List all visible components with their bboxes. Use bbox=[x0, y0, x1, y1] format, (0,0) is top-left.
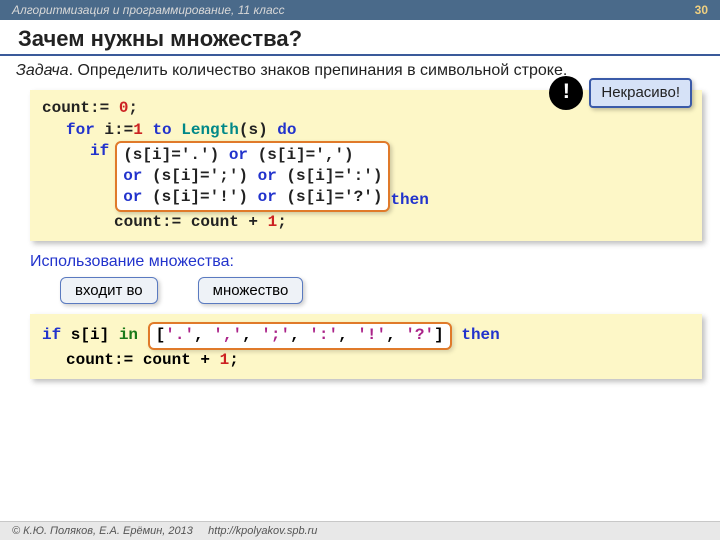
kw-to: to bbox=[152, 121, 171, 139]
set-val: '?' bbox=[405, 326, 434, 344]
code-text: count:= bbox=[42, 99, 119, 117]
header-bar: Алгоритмизация и программирование, 11 кл… bbox=[0, 0, 720, 20]
subsection-heading: Использование множества: bbox=[0, 249, 720, 273]
code-text bbox=[143, 121, 153, 139]
kw-or: or bbox=[229, 146, 248, 164]
task-label: Задача bbox=[16, 62, 69, 79]
callout: ! Некрасиво! bbox=[549, 76, 692, 110]
code-text: , bbox=[194, 326, 213, 344]
kw-then: then bbox=[390, 191, 428, 209]
kw-or: or bbox=[258, 167, 277, 185]
footer-copyright: © К.Ю. Поляков, Е.А. Ерёмин, 2013 bbox=[12, 525, 193, 537]
chip-in: входит во bbox=[60, 277, 158, 304]
code-text: (s[i]=';') bbox=[142, 167, 257, 185]
page-number: 30 bbox=[695, 3, 708, 17]
set-val: '.' bbox=[165, 326, 194, 344]
set-val: ',' bbox=[213, 326, 242, 344]
callout-label: Некрасиво! bbox=[589, 78, 692, 108]
kw-then: then bbox=[452, 326, 500, 344]
code-text bbox=[138, 326, 148, 344]
code-text: count:= count + bbox=[66, 351, 220, 369]
set-val: ':' bbox=[309, 326, 338, 344]
code-text: count:= count + bbox=[114, 213, 268, 231]
kw-in: in bbox=[119, 326, 138, 344]
kw-if: if bbox=[42, 326, 61, 344]
code-text: ; bbox=[277, 213, 287, 231]
code-block-2: if s[i] in ['.', ',', ';', ':', '!', '?'… bbox=[30, 314, 702, 379]
code-text: ] bbox=[434, 326, 444, 344]
code-num: 0 bbox=[119, 99, 129, 117]
kw-for: for bbox=[66, 121, 95, 139]
condition-box: (s[i]='.') or (s[i]=',') or (s[i]=';') o… bbox=[115, 141, 390, 211]
code-text: (s[i]='!') bbox=[142, 188, 257, 206]
code-text: , bbox=[242, 326, 261, 344]
code-text: ; bbox=[128, 99, 138, 117]
code-text: [ bbox=[156, 326, 166, 344]
page-title: Зачем нужны множества? bbox=[18, 26, 702, 52]
code-text: ; bbox=[229, 351, 239, 369]
set-literal-box: ['.', ',', ';', ':', '!', '?'] bbox=[148, 322, 452, 350]
breadcrumb: Алгоритмизация и программирование, 11 кл… bbox=[12, 3, 285, 17]
code-num: 1 bbox=[133, 121, 143, 139]
code-text: , bbox=[338, 326, 357, 344]
code-block-1: ! Некрасиво! count:= 0; for i:=1 to Leng… bbox=[30, 90, 702, 241]
footer-url: http://kpolyakov.spb.ru bbox=[208, 525, 317, 537]
code-text: s[i] bbox=[61, 326, 119, 344]
code-num: 1 bbox=[268, 213, 278, 231]
fn-length: Length bbox=[181, 121, 239, 139]
task-body: . Определить количество знаков препинани… bbox=[69, 62, 568, 79]
code-text bbox=[172, 121, 182, 139]
exclamation-icon: ! bbox=[549, 76, 583, 110]
code-text: i:= bbox=[95, 121, 133, 139]
chip-set: множество bbox=[198, 277, 304, 304]
title-row: Зачем нужны множества? bbox=[0, 20, 720, 56]
kw-do: do bbox=[277, 121, 296, 139]
kw-or: or bbox=[123, 167, 142, 185]
footer: © К.Ю. Поляков, Е.А. Ерёмин, 2013 http:/… bbox=[0, 521, 720, 540]
code-text: (s) bbox=[239, 121, 277, 139]
kw-if: if bbox=[90, 142, 109, 160]
code-text: (s[i]=':') bbox=[277, 167, 383, 185]
code-text: , bbox=[386, 326, 405, 344]
kw-or: or bbox=[123, 188, 142, 206]
code-text: (s[i]='?') bbox=[277, 188, 383, 206]
code-text: (s[i]=',') bbox=[248, 146, 354, 164]
code-text: (s[i]='.') bbox=[123, 146, 229, 164]
chip-row: входит во множество bbox=[0, 273, 720, 314]
code-text: , bbox=[290, 326, 309, 344]
code-num: 1 bbox=[220, 351, 230, 369]
set-val: ';' bbox=[261, 326, 290, 344]
set-val: '!' bbox=[357, 326, 386, 344]
kw-or: or bbox=[258, 188, 277, 206]
